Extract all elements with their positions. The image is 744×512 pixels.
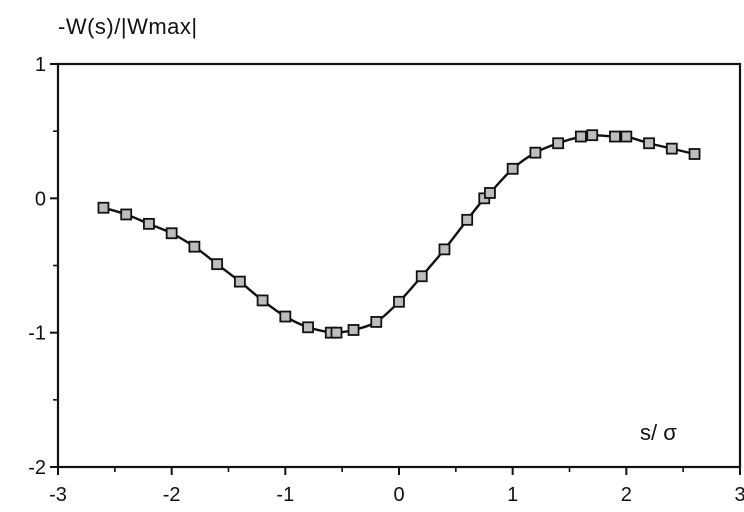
y-tick-label: 0 (35, 188, 46, 210)
data-point (120, 208, 133, 221)
y-tick-label: 1 (35, 54, 46, 76)
data-point (143, 217, 155, 230)
data-point (506, 162, 519, 175)
data-point (393, 295, 405, 308)
y-tick-label: -2 (28, 457, 46, 479)
data-point (256, 294, 269, 307)
data-point (302, 321, 314, 334)
data-point (415, 270, 428, 283)
data-point (586, 129, 599, 142)
x-tick-label: 3 (734, 484, 744, 506)
y-tick-label: -1 (28, 323, 46, 345)
data-point (574, 130, 587, 143)
data-point (188, 240, 201, 253)
data-point (330, 326, 343, 339)
data-point (665, 142, 678, 155)
axes (56, 62, 742, 469)
data-point (370, 316, 383, 328)
x-tick-label: 0 (393, 484, 404, 506)
data-point (97, 201, 110, 214)
data-point (643, 137, 655, 150)
x-tick-label: -1 (276, 484, 294, 506)
ticks: -3 -2 -1 0 1 2 310-1-2 (28, 54, 744, 506)
x-tick-label: -2 (163, 484, 181, 506)
x-tick-label: 1 (507, 484, 518, 506)
data-point (438, 243, 451, 256)
data-point (529, 146, 542, 159)
data-point (347, 324, 360, 336)
data-point (461, 213, 474, 226)
data-point (233, 275, 246, 288)
data-point (211, 258, 224, 271)
x-tick-label: 2 (621, 484, 632, 506)
data-point (688, 148, 701, 160)
data-point (552, 137, 565, 150)
data-point (484, 187, 496, 199)
data-point (609, 130, 621, 143)
data-point (165, 227, 178, 240)
y-axis-title: -W(s)/|Wmax| (58, 14, 198, 39)
data-point (279, 310, 292, 323)
plot-frame (56, 62, 742, 469)
data-point (620, 130, 633, 143)
x-tick-label: -3 (49, 484, 67, 506)
x-axis-title: s/ σ (640, 420, 677, 445)
series-layer (97, 129, 701, 339)
